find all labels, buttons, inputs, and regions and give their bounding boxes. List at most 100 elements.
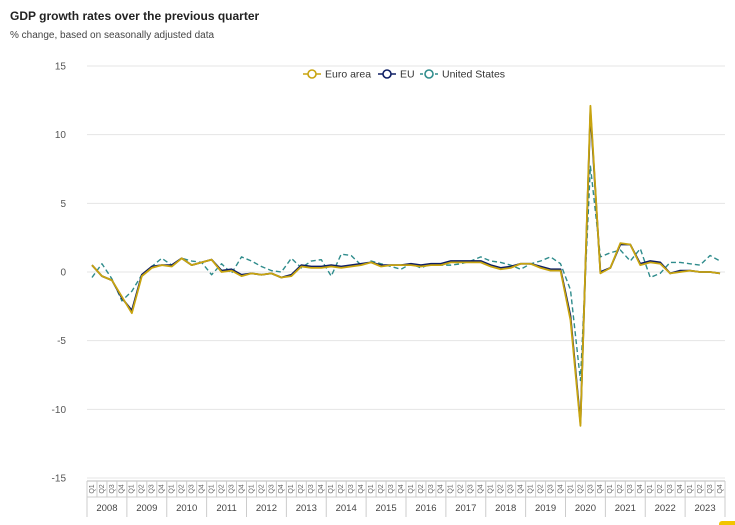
quarter-tick-label: Q4 [597,484,604,493]
quarter-tick-label: Q1 [607,484,614,493]
legend-label: United States [442,69,505,81]
quarter-tick-label: Q3 [109,484,116,493]
quarter-tick-label: Q4 [717,484,724,493]
quarter-tick-label: Q2 [537,484,544,493]
y-tick-label: 0 [60,268,66,279]
quarter-tick-label: Q1 [448,484,455,493]
y-tick-label: 5 [60,199,66,210]
quarter-tick-label: Q3 [707,484,714,493]
series-line-united-states [91,165,721,382]
legend: Euro area EU United States [303,69,505,81]
quarter-tick-label: Q2 [218,484,225,493]
y-tick-label: -10 [52,405,67,416]
quarter-tick-label: Q1 [488,484,495,493]
quarter-tick-label: Q3 [348,484,355,493]
legend-label: EU [400,69,415,81]
year-tick-label: 2017 [455,503,476,514]
quarter-tick-label: Q2 [298,484,305,493]
quarter-tick-label: Q3 [508,484,515,493]
quarter-tick-label: Q3 [587,484,594,493]
quarter-tick-label: Q2 [258,484,265,493]
year-tick-label: 2023 [694,503,715,514]
quarter-tick-label: Q1 [567,484,574,493]
quarter-tick-label: Q4 [517,484,524,493]
year-tick-label: 2014 [336,503,357,514]
quarter-tick-label: Q3 [228,484,235,493]
quarter-tick-label: Q1 [89,484,96,493]
quarter-tick-label: Q4 [398,484,405,493]
year-tick-label: 2018 [495,503,516,514]
series-line-euro-area [91,104,721,427]
quarter-tick-label: Q1 [647,484,654,493]
quarter-tick-label: Q2 [657,484,664,493]
quarter-tick-label: Q1 [527,484,534,493]
quarter-tick-label: Q4 [238,484,245,493]
legend-item-united-states[interactable]: United States [420,69,505,81]
quarter-tick-label: Q1 [408,484,415,493]
year-tick-label: 2019 [535,503,556,514]
quarter-tick-label: Q4 [159,484,166,493]
y-tick-label: 10 [55,130,67,141]
legend-item-euro-area[interactable]: Euro area [303,69,371,81]
year-tick-label: 2013 [296,503,317,514]
legend-label: Euro area [325,69,371,81]
quarter-tick-label: Q4 [637,484,644,493]
quarter-tick-label: Q4 [478,484,485,493]
quarter-tick-label: Q1 [169,484,176,493]
quarter-tick-label: Q2 [697,484,704,493]
quarter-tick-label: Q4 [318,484,325,493]
series-lines [91,104,721,427]
quarter-tick-label: Q2 [458,484,465,493]
quarter-tick-label: Q1 [328,484,335,493]
quarter-tick-label: Q3 [547,484,554,493]
quarter-tick-label: Q1 [687,484,694,493]
y-tick-label: -5 [57,336,66,347]
year-tick-label: 2020 [575,503,596,514]
quarter-tick-label: Q4 [119,484,126,493]
quarter-tick-label: Q2 [179,484,186,493]
legend-marker [424,69,434,79]
quarter-tick-label: Q3 [149,484,156,493]
year-tick-label: 2011 [216,503,236,514]
grid-lines [87,65,725,479]
quarter-tick-label: Q3 [667,484,674,493]
year-tick-label: 2016 [415,503,436,514]
year-tick-label: 2022 [655,503,676,514]
quarter-tick-label: Q1 [248,484,255,493]
year-tick-label: 2012 [256,503,277,514]
quarter-tick-label: Q3 [268,484,275,493]
quarter-tick-label: Q3 [308,484,315,493]
chart-subtitle: % change, based on seasonally adjusted d… [10,30,215,41]
y-tick-label: -15 [52,474,67,485]
quarter-tick-label: Q4 [358,484,365,493]
quarter-tick-label: Q4 [557,484,564,493]
quarter-tick-label: Q1 [288,484,295,493]
quarter-tick-label: Q1 [129,484,136,493]
quarter-tick-label: Q4 [278,484,285,493]
quarter-tick-label: Q2 [378,484,385,493]
year-tick-label: 2015 [375,503,396,514]
y-axis-tick-labels: 15 10 5 0 -5 -10 -15 [52,62,67,485]
chart-title: GDP growth rates over the previous quart… [10,9,260,23]
year-tick-label: 2008 [96,503,117,514]
quarter-tick-label: Q3 [468,484,475,493]
legend-marker [307,69,317,79]
quarter-tick-label: Q4 [438,484,445,493]
x-axis: Q1 Q2 Q3 Q4 Q1 Q2 Q3 Q4 Q1 Q2 Q3 Q4 Q1 Q2 Q3 Q4 Q1 Q2 Q3 Q4… [86,480,726,517]
legend-marker [382,69,392,79]
quarter-tick-label: Q4 [198,484,205,493]
quarter-tick-label: Q1 [368,484,375,493]
quarter-tick-label: Q3 [189,484,196,493]
year-tick-label: 2021 [615,503,636,514]
quarter-tick-label: Q1 [208,484,215,493]
y-tick-label: 15 [55,62,67,73]
legend-item-eu[interactable]: EU [378,69,415,81]
quarter-tick-label: Q2 [498,484,505,493]
quarter-tick-label: Q4 [677,484,684,493]
quarter-tick-label: Q3 [428,484,435,493]
quarter-tick-label: Q2 [99,484,106,493]
year-tick-label: 2010 [176,503,197,514]
quarter-tick-label: Q2 [338,484,345,493]
quarter-tick-label: Q2 [139,484,146,493]
